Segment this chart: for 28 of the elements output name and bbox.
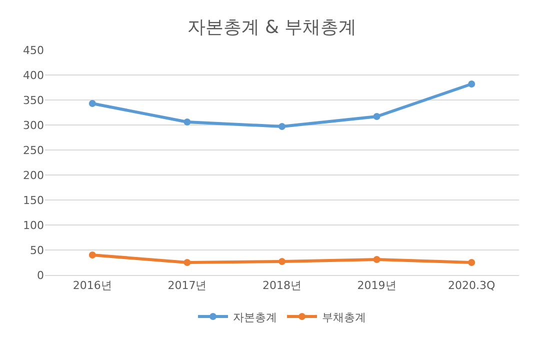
y-tick-label: 0	[37, 268, 44, 282]
x-tick-label: 2018년	[262, 279, 302, 292]
y-tick-label: 450	[23, 44, 44, 57]
point	[88, 100, 96, 107]
y-tick-label: 100	[23, 218, 44, 232]
y-tick-label: 200	[23, 168, 44, 182]
point	[373, 113, 380, 120]
point	[468, 80, 476, 88]
x-tick-label: 2019년	[357, 279, 396, 292]
x-tick-label: 2017년	[168, 279, 207, 292]
chart-title: 자본총계 & 부채총계	[187, 17, 357, 38]
y-tick-label: 50	[30, 244, 44, 257]
point	[184, 118, 191, 126]
x-tick-label: 2016년	[72, 279, 112, 292]
y-tick-label: 250	[23, 144, 44, 157]
legend-label: 자본총계	[233, 310, 277, 324]
y-tick-label: 350	[23, 94, 44, 107]
point	[373, 256, 380, 263]
y-tick-label: 300	[23, 118, 44, 132]
point	[278, 123, 286, 130]
legend-label: 부채총계	[322, 310, 366, 324]
x-tick-label: 2020.3Q	[448, 279, 496, 292]
point	[88, 252, 96, 258]
point	[278, 258, 286, 265]
point	[184, 259, 191, 266]
point	[468, 259, 476, 266]
y-tick-label: 150	[23, 194, 44, 207]
y-tick-label: 400	[23, 68, 44, 82]
